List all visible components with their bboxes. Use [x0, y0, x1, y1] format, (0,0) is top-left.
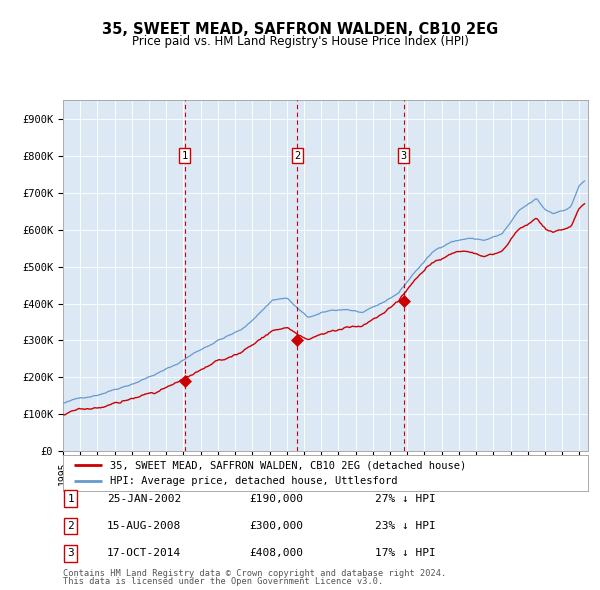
Text: £408,000: £408,000 — [249, 549, 303, 558]
Text: 3: 3 — [67, 549, 74, 558]
Text: £190,000: £190,000 — [249, 494, 303, 503]
Text: 35, SWEET MEAD, SAFFRON WALDEN, CB10 2EG (detached house): 35, SWEET MEAD, SAFFRON WALDEN, CB10 2EG… — [110, 460, 467, 470]
Text: Price paid vs. HM Land Registry's House Price Index (HPI): Price paid vs. HM Land Registry's House … — [131, 35, 469, 48]
Text: £300,000: £300,000 — [249, 522, 303, 531]
Text: HPI: Average price, detached house, Uttlesford: HPI: Average price, detached house, Uttl… — [110, 476, 398, 486]
Text: 35, SWEET MEAD, SAFFRON WALDEN, CB10 2EG: 35, SWEET MEAD, SAFFRON WALDEN, CB10 2EG — [102, 22, 498, 37]
Text: 2: 2 — [295, 150, 301, 160]
Text: 27% ↓ HPI: 27% ↓ HPI — [375, 494, 436, 503]
Text: 25-JAN-2002: 25-JAN-2002 — [107, 494, 181, 503]
Text: 1: 1 — [182, 150, 188, 160]
Text: 17-OCT-2014: 17-OCT-2014 — [107, 549, 181, 558]
Text: This data is licensed under the Open Government Licence v3.0.: This data is licensed under the Open Gov… — [63, 578, 383, 586]
Text: 3: 3 — [401, 150, 407, 160]
Text: 23% ↓ HPI: 23% ↓ HPI — [375, 522, 436, 531]
Text: 2: 2 — [67, 522, 74, 531]
Text: Contains HM Land Registry data © Crown copyright and database right 2024.: Contains HM Land Registry data © Crown c… — [63, 569, 446, 578]
Text: 1: 1 — [67, 494, 74, 503]
Text: 15-AUG-2008: 15-AUG-2008 — [107, 522, 181, 531]
Text: 17% ↓ HPI: 17% ↓ HPI — [375, 549, 436, 558]
